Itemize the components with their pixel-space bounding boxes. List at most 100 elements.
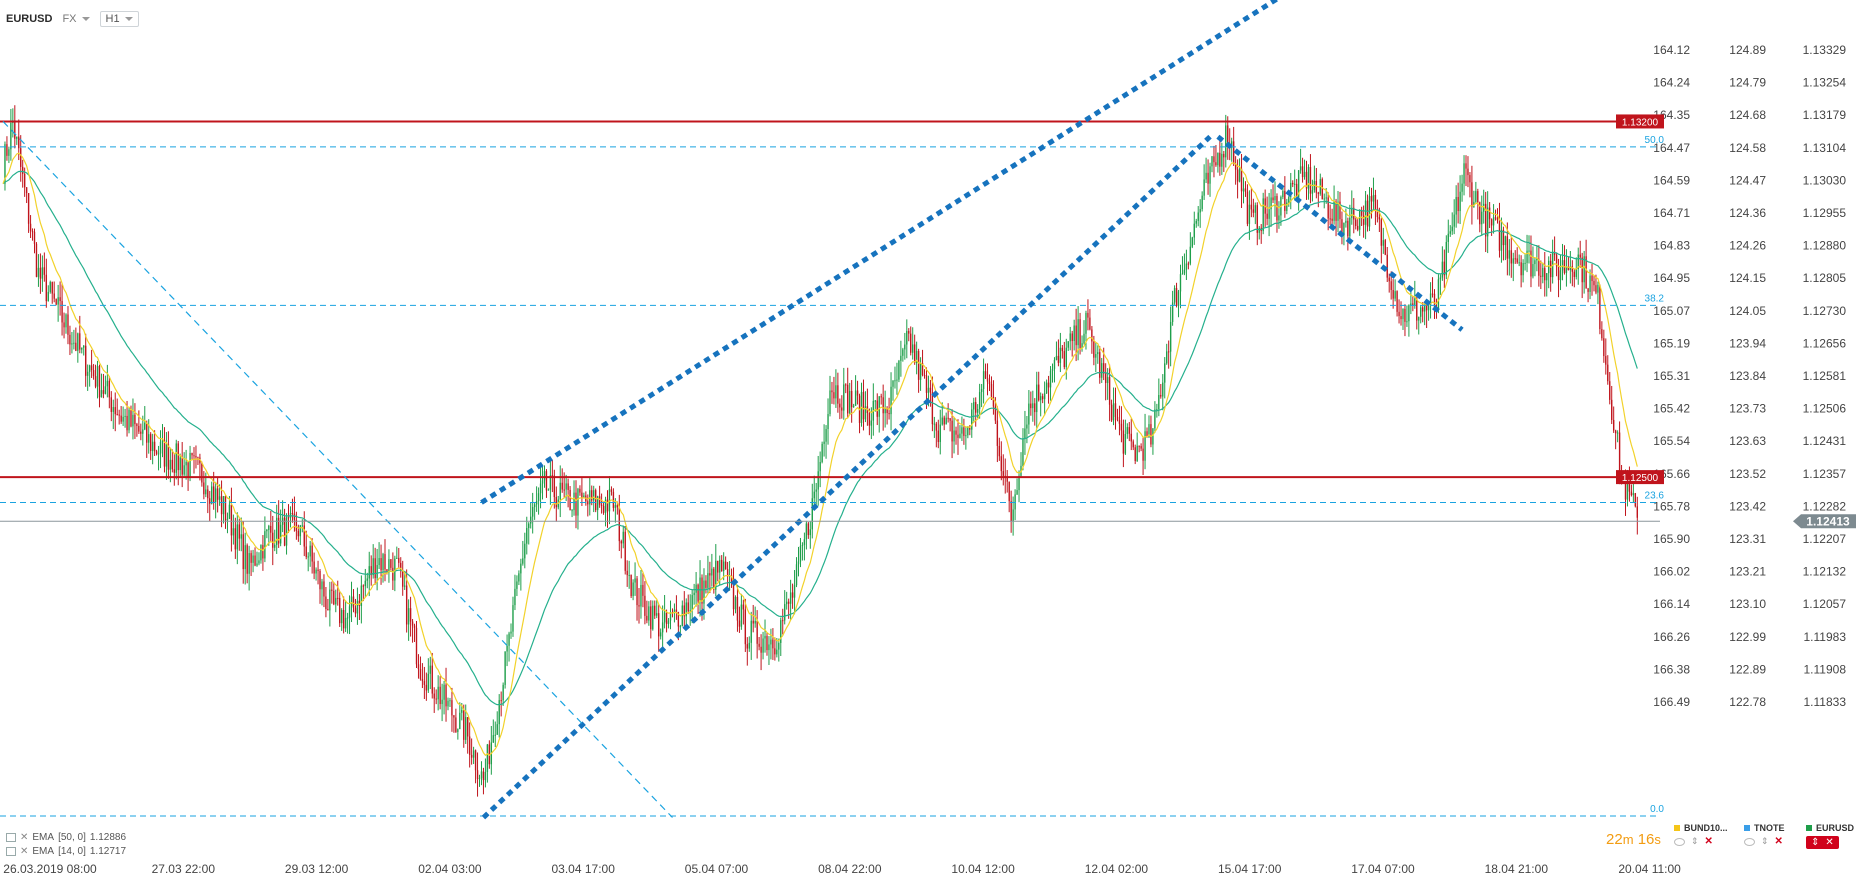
candle: [510, 631, 512, 634]
candle: [1463, 163, 1465, 184]
ema50-legend[interactable]: ✕ EMA [50, 0] 1.12886: [6, 832, 126, 843]
candle: [1087, 312, 1089, 318]
indicator-settings-icon[interactable]: [6, 833, 16, 842]
candle: [752, 620, 754, 624]
instrument-bund10[interactable]: BUND10... ⇕ ✕: [1674, 823, 1728, 847]
candle: [1508, 250, 1511, 259]
candle: [762, 638, 764, 653]
candle: [577, 488, 579, 516]
candle: [136, 424, 138, 426]
candle: [801, 544, 804, 546]
interval-select[interactable]: H1: [99, 11, 139, 27]
candle: [921, 363, 924, 375]
close-icon[interactable]: ✕: [1704, 836, 1713, 847]
candle: [606, 499, 609, 512]
candle: [18, 136, 20, 149]
instrument-type-label: FX: [62, 13, 77, 25]
close-icon[interactable]: ✕: [1825, 837, 1834, 848]
candle: [1534, 260, 1536, 265]
candle: [1012, 509, 1014, 522]
candle: [128, 409, 130, 431]
candle: [340, 609, 343, 624]
current-price-label: 1.12413: [1806, 514, 1850, 528]
candle: [679, 626, 682, 628]
instrument-eurusd[interactable]: EURUSD ⇕ ✕: [1806, 823, 1854, 849]
close-icon[interactable]: ✕: [1774, 836, 1783, 847]
candle: [496, 724, 498, 735]
candle: [1366, 200, 1369, 227]
candle: [480, 771, 483, 779]
eye-icon[interactable]: [1744, 837, 1755, 846]
trend-line[interactable]: [1216, 134, 1464, 332]
candle: [988, 381, 991, 385]
candle: [1024, 428, 1026, 439]
candle: [1351, 207, 1353, 218]
trend-line[interactable]: [2, 121, 673, 818]
candle: [1010, 501, 1012, 522]
candle: [274, 544, 276, 548]
candle: [945, 417, 947, 425]
symbol-label[interactable]: EURUSD: [6, 13, 53, 25]
candle: [1357, 225, 1359, 230]
candle: [608, 489, 611, 512]
candle: [933, 423, 936, 425]
candle: [272, 532, 274, 548]
active-instrument-controls[interactable]: ⇕ ✕: [1806, 836, 1839, 849]
instrument-type-select[interactable]: FX: [62, 13, 90, 25]
candle: [1104, 373, 1107, 383]
price-tick-label: 123.73: [1729, 402, 1766, 416]
candle: [663, 612, 666, 623]
candle: [1124, 434, 1127, 454]
candle: [181, 457, 183, 475]
candle: [73, 342, 75, 344]
candle: [486, 744, 489, 773]
candle: [331, 589, 333, 591]
candle: [201, 463, 203, 483]
trend-line[interactable]: [480, 0, 1428, 505]
candle: [689, 610, 691, 612]
close-icon[interactable]: ✕: [20, 846, 29, 857]
candle: [407, 608, 410, 625]
candle: [1445, 241, 1448, 276]
instrument-name: EURUSD: [1816, 823, 1855, 833]
candle: [630, 574, 632, 597]
candle: [323, 581, 325, 597]
candle: [382, 554, 384, 571]
candle: [935, 423, 938, 431]
candle: [1093, 341, 1095, 358]
candle: [1593, 281, 1595, 286]
fib-level-label: 38.2: [1645, 293, 1665, 304]
candle: [1051, 368, 1054, 371]
candle: [612, 491, 615, 508]
ema14-legend[interactable]: ✕ EMA [14, 0] 1.12717: [6, 846, 126, 857]
candle: [1242, 188, 1245, 192]
candle: [1073, 325, 1075, 342]
candle: [1118, 419, 1121, 424]
trend-line[interactable]: [481, 134, 1212, 820]
candle: [870, 420, 873, 426]
candle: [268, 525, 270, 530]
candle: [994, 406, 997, 421]
candle: [823, 441, 825, 444]
candle: [1347, 220, 1349, 237]
indicator-settings-icon[interactable]: [6, 847, 16, 856]
candle: [1396, 291, 1398, 312]
candle: [943, 417, 945, 425]
candle: [1150, 424, 1152, 445]
reorder-icon[interactable]: ⇕: [1811, 837, 1820, 848]
candle: [1197, 212, 1199, 221]
close-icon[interactable]: ✕: [20, 832, 29, 843]
candle: [1469, 175, 1471, 183]
candle: [149, 434, 152, 452]
candle: [591, 490, 593, 501]
candle: [153, 441, 156, 452]
candle-countdown: 22m 16s: [1606, 831, 1661, 848]
candle: [551, 475, 554, 477]
eye-icon[interactable]: [1674, 837, 1685, 846]
reorder-icon[interactable]: ⇕: [1691, 836, 1699, 846]
instrument-tnote[interactable]: TNOTE ⇕ ✕: [1744, 823, 1785, 847]
reorder-icon[interactable]: ⇕: [1761, 836, 1769, 846]
candle: [1177, 291, 1180, 306]
candle: [807, 523, 810, 536]
